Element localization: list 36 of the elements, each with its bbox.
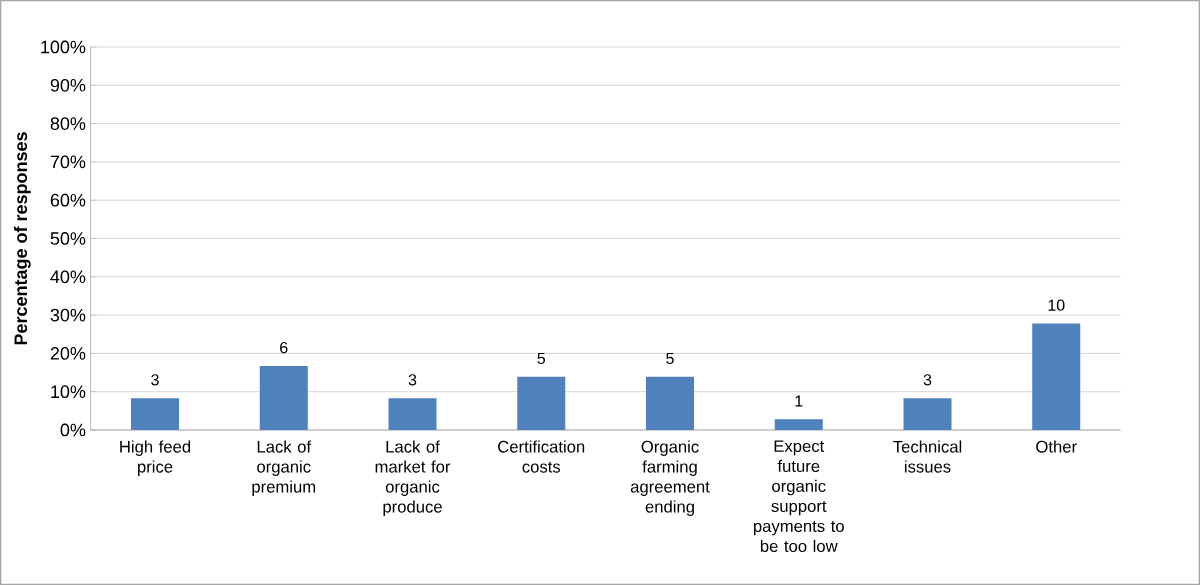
bar	[259, 366, 308, 430]
annotation: 3	[151, 374, 159, 386]
annotation: 10	[1048, 299, 1065, 311]
x-tick-label: Expect future organic support payments to be too low	[753, 440, 844, 553]
annotation: 5	[537, 352, 546, 365]
y-tick-label: 40%	[50, 270, 86, 284]
annotation: 3	[923, 374, 932, 386]
bar	[517, 376, 566, 430]
bar	[774, 419, 823, 430]
x-tick-label: Lack of organic premium	[252, 440, 316, 496]
bar	[903, 398, 952, 430]
bar	[388, 398, 437, 430]
annotation: 3	[408, 374, 417, 386]
x-tick-label: High feed price	[120, 440, 191, 476]
y-tick-label: 70%	[50, 155, 86, 169]
bar	[646, 376, 694, 430]
x-tick-label: Technical issues	[893, 440, 962, 473]
bar	[131, 398, 180, 430]
y-tick-label: 50%	[50, 232, 86, 245]
x-tick-label: Certification costs	[498, 440, 585, 473]
y-tick-label: 60%	[50, 193, 86, 207]
annotation: 1	[795, 395, 803, 407]
annotation: 5	[666, 352, 674, 365]
y-tick-label: 30%	[50, 308, 86, 322]
x-tick-label: Lack of market for organic produce	[375, 440, 451, 516]
y-tick-label: 80%	[50, 117, 86, 130]
y-tick-label: 90%	[50, 78, 86, 92]
y-tick-label: 10%	[51, 385, 86, 399]
y-tick-label: 20%	[50, 347, 86, 360]
x-tick-label: Organic farming agreement ending	[630, 440, 710, 516]
annotation: 6	[280, 341, 288, 354]
bar	[1032, 323, 1081, 430]
y-tick-label: 100%	[41, 40, 86, 54]
y-axis-title: Percentage of responses	[13, 132, 31, 345]
x-tick-label: Other	[1036, 440, 1077, 453]
y-tick-label: 0%	[60, 423, 86, 437]
